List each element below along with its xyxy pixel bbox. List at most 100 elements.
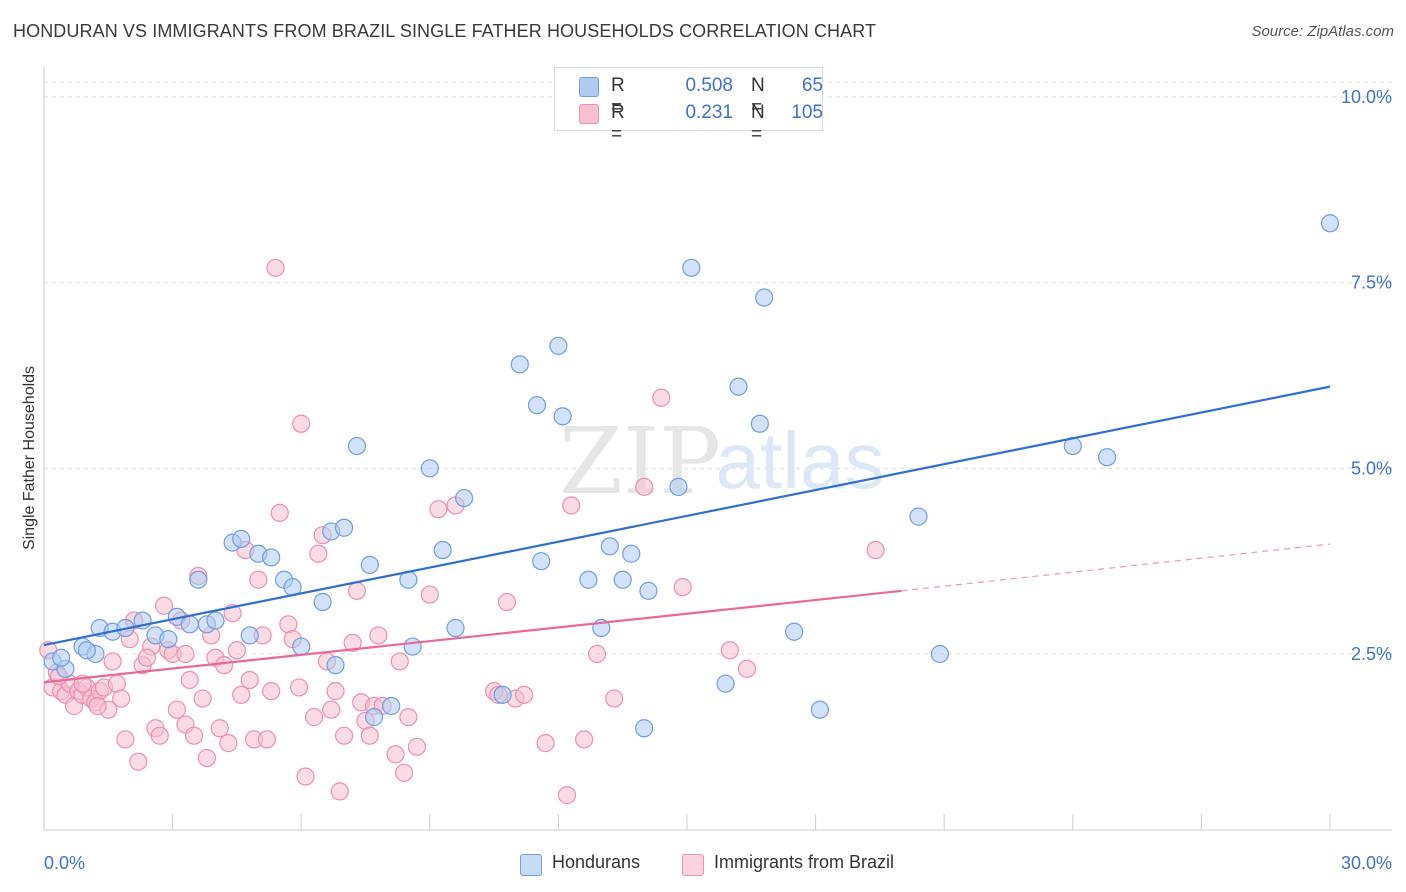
honduran-point bbox=[232, 529, 251, 548]
honduran-point bbox=[613, 570, 632, 589]
brazil-point bbox=[386, 745, 405, 764]
y-tick-label: 5.0% bbox=[1351, 458, 1392, 478]
brazil-point bbox=[116, 730, 135, 749]
honduran-point bbox=[930, 644, 950, 664]
honduran-point bbox=[669, 477, 688, 496]
honduran-point bbox=[52, 648, 71, 667]
brazil-point bbox=[296, 767, 315, 786]
honduran-point bbox=[716, 674, 735, 693]
honduran-point bbox=[77, 641, 96, 660]
brazil-point bbox=[137, 648, 156, 667]
honduran-point bbox=[446, 618, 465, 638]
brazil-point bbox=[219, 734, 238, 753]
brazil-point bbox=[150, 726, 169, 745]
trend-lines bbox=[43, 385, 1331, 684]
n-label: N = bbox=[751, 102, 765, 145]
brazil-point bbox=[180, 670, 199, 690]
brazil-point bbox=[227, 641, 246, 660]
brazil-point bbox=[737, 659, 757, 678]
brazil-point bbox=[575, 730, 594, 749]
brazil-point bbox=[167, 700, 186, 719]
legend-swatch-brazil bbox=[579, 104, 599, 124]
honduran-point bbox=[364, 708, 384, 727]
watermark-zip: ZIP bbox=[559, 408, 721, 515]
brazil-point bbox=[289, 678, 309, 697]
honduran-point bbox=[326, 656, 345, 675]
brazil-point bbox=[330, 782, 349, 801]
brazil-point bbox=[249, 570, 268, 589]
r-value: 0.231 bbox=[685, 102, 733, 123]
r-label: R = bbox=[611, 102, 625, 145]
honduran-point bbox=[579, 570, 598, 589]
series-hondurans-points bbox=[43, 214, 1340, 738]
brazil-point bbox=[497, 592, 517, 612]
honduran-point bbox=[292, 637, 311, 656]
brazil-point bbox=[292, 414, 311, 433]
brazil-point bbox=[112, 689, 131, 708]
brazil-point bbox=[557, 786, 577, 805]
brazil-point bbox=[240, 670, 259, 690]
honduran-point bbox=[360, 555, 379, 574]
honduran-point bbox=[1097, 448, 1117, 467]
honduran-point bbox=[639, 581, 658, 600]
brazil-point bbox=[129, 752, 148, 771]
honduran-point bbox=[262, 548, 281, 567]
y-tick-label: 2.5% bbox=[1351, 644, 1392, 664]
brazil-point bbox=[394, 763, 414, 782]
brazil-point bbox=[304, 708, 324, 727]
n-value: 105 bbox=[791, 102, 823, 123]
brazil-point bbox=[322, 700, 341, 719]
honduran-point bbox=[510, 355, 529, 374]
brazil-point bbox=[176, 644, 195, 664]
honduran-point bbox=[549, 336, 568, 355]
brazil-point bbox=[587, 644, 607, 664]
r-label: R = bbox=[611, 75, 625, 118]
honduran-point bbox=[189, 570, 208, 589]
honduran-point bbox=[159, 630, 178, 649]
honduran-point bbox=[729, 377, 748, 396]
watermark: ZIP atlas bbox=[559, 408, 885, 515]
honduran-point bbox=[206, 611, 225, 630]
honduran-point bbox=[454, 488, 474, 508]
chart-title: HONDURAN VS IMMIGRANTS FROM BRAZIL SINGL… bbox=[13, 21, 877, 41]
honduran-point bbox=[1320, 214, 1340, 233]
source-label: Source: ZipAtlas.com bbox=[1251, 23, 1394, 40]
n-label: N = bbox=[751, 75, 765, 118]
n-value: 65 bbox=[801, 75, 823, 96]
brazil-point bbox=[154, 596, 174, 615]
honduran-trend-line bbox=[43, 385, 1331, 647]
brazil-point bbox=[262, 682, 281, 701]
brazil-point bbox=[343, 633, 362, 652]
brazil-trend-line bbox=[43, 589, 902, 684]
brazil-point bbox=[605, 689, 624, 708]
honduran-point bbox=[313, 592, 332, 612]
honduran-point bbox=[420, 459, 439, 478]
legend-swatch-hondurans bbox=[520, 854, 542, 876]
brazil-point bbox=[515, 685, 534, 704]
honduran-point bbox=[433, 540, 452, 560]
brazil-point bbox=[210, 719, 229, 738]
brazil-point bbox=[347, 581, 367, 600]
brazil-point bbox=[214, 656, 234, 675]
honduran-point bbox=[180, 615, 199, 634]
correlation-legend: R = 0.508 N = 65 R = 0.231 N = 105 bbox=[554, 67, 823, 145]
y-tick-label: 10.0% bbox=[1341, 87, 1392, 107]
honduran-point bbox=[527, 396, 547, 415]
honduran-point bbox=[600, 537, 619, 556]
honduran-point bbox=[240, 626, 259, 645]
honduran-point bbox=[532, 552, 551, 571]
watermark-atlas: atlas bbox=[716, 416, 885, 505]
brazil-point bbox=[390, 652, 409, 671]
brazil-point bbox=[326, 682, 345, 701]
brazil-point bbox=[652, 388, 671, 407]
brazil-point bbox=[232, 685, 251, 704]
honduran-point bbox=[755, 288, 774, 307]
brazil-point bbox=[309, 544, 328, 563]
brazil-point bbox=[420, 585, 439, 604]
honduran-point bbox=[909, 507, 928, 526]
brazil-point bbox=[720, 641, 739, 660]
brazil-point bbox=[866, 540, 885, 560]
honduran-point bbox=[553, 407, 572, 426]
brazil-point bbox=[88, 696, 107, 716]
